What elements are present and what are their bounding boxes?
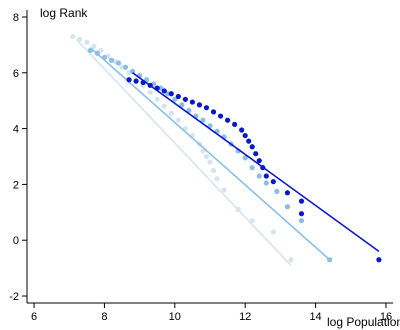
fit-line [132, 72, 380, 253]
data-point [87, 47, 93, 54]
data-point [253, 151, 259, 157]
data-point [242, 132, 248, 139]
data-point [298, 218, 305, 224]
data-point [327, 257, 333, 263]
data-point [221, 187, 227, 193]
y-tick-label: 0 [13, 235, 19, 247]
data-point [270, 179, 276, 185]
data-point [249, 165, 255, 171]
data-point [284, 190, 291, 196]
data-point [161, 88, 167, 94]
data-point [203, 105, 210, 111]
data-point [140, 79, 146, 86]
x-ticks: 6 8 10 12 14 16 [31, 303, 392, 323]
data-point [210, 167, 217, 174]
data-point [256, 158, 262, 164]
data-point [232, 121, 238, 128]
x-tick-label: 12 [239, 311, 251, 323]
x-tick-label: 6 [31, 311, 37, 323]
data-point [70, 33, 76, 40]
data-point [84, 39, 90, 45]
data-point [172, 96, 178, 102]
data-point [298, 211, 305, 217]
data-point [210, 109, 217, 115]
data-point [263, 173, 269, 179]
fit-line [89, 47, 331, 261]
data-point [246, 138, 252, 144]
data-point [115, 60, 122, 66]
data-point [91, 43, 97, 49]
x-tick-label: 14 [309, 311, 321, 323]
y-tick-label: 4 [13, 124, 19, 136]
series-2 [87, 47, 333, 263]
y-axis-title: log Rank [40, 6, 88, 20]
data-point [175, 117, 181, 123]
data-point [284, 204, 291, 210]
data-point [298, 198, 305, 204]
data-point [101, 54, 108, 61]
data-point [260, 165, 266, 171]
data-point [189, 99, 196, 105]
data-point [154, 96, 160, 102]
data-point [256, 173, 262, 179]
series-1 [70, 33, 294, 266]
data-point [129, 68, 136, 74]
y-tick-label: -2 [9, 291, 19, 303]
x-tick-label: 16 [380, 311, 392, 323]
data-point [217, 113, 224, 119]
data-point [179, 102, 185, 108]
y-tick-label: 6 [13, 68, 19, 80]
series-layer [70, 33, 382, 266]
data-point [154, 85, 160, 91]
data-point [77, 36, 83, 42]
data-point [214, 176, 220, 182]
data-point [175, 93, 181, 100]
data-point [133, 78, 139, 84]
x-tick-label: 10 [169, 311, 181, 323]
series-3 [126, 72, 382, 263]
data-point [122, 64, 129, 70]
data-point [182, 96, 188, 102]
data-point [249, 144, 255, 150]
data-point [376, 257, 382, 263]
data-point [94, 50, 100, 56]
data-point [98, 47, 104, 54]
data-point [207, 159, 213, 165]
y-ticks: -2 0 2 4 6 8 [9, 12, 27, 303]
y-tick-label: 2 [13, 179, 19, 191]
data-point [288, 257, 294, 263]
data-point [242, 155, 248, 161]
data-point [224, 117, 231, 123]
fit-line [75, 38, 292, 266]
data-point [147, 89, 153, 95]
x-tick-label: 8 [101, 311, 107, 323]
data-point [203, 153, 210, 160]
data-point [270, 229, 276, 235]
data-point [263, 180, 269, 186]
x-axis-title: log Population [327, 315, 400, 329]
data-point [274, 188, 280, 194]
data-point [200, 117, 206, 123]
data-point [168, 110, 174, 116]
data-point [249, 218, 255, 224]
y-tick-label: 8 [13, 12, 19, 24]
data-point [126, 77, 132, 83]
data-point [196, 102, 203, 108]
data-point [235, 206, 241, 213]
data-point [161, 103, 167, 109]
data-point [147, 82, 153, 88]
data-point [239, 127, 245, 133]
data-point [108, 57, 115, 63]
data-point [168, 91, 174, 97]
